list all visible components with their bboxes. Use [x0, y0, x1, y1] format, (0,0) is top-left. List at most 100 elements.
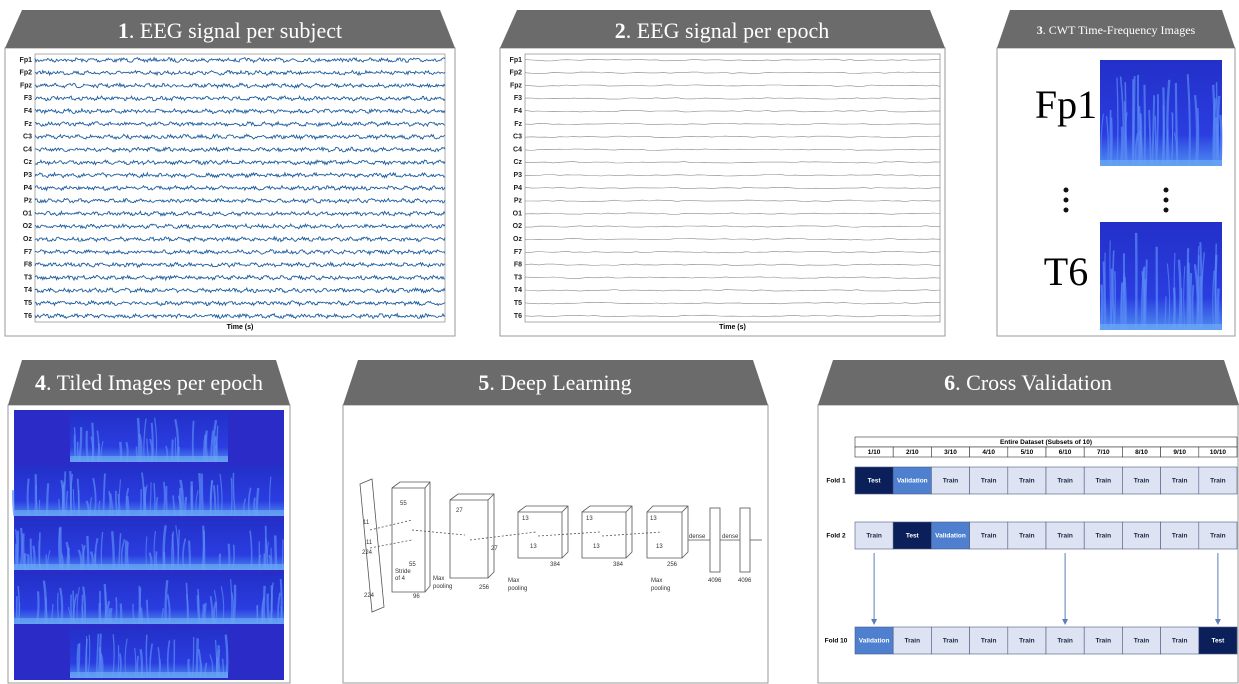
panel-title: 5. Deep Learning [478, 370, 631, 395]
panel-title: 1. EEG signal per subject [118, 18, 342, 43]
spectral-base [14, 564, 284, 570]
cwt-channel: Fp1 [1035, 82, 1097, 127]
cnn-label: 224 [364, 593, 375, 599]
channel-label: O1 [23, 210, 32, 217]
fold-cell-label: Train [1057, 638, 1073, 645]
channel-label: O2 [513, 223, 522, 230]
spectral-streak [1216, 244, 1217, 330]
cnn-label: 55 [409, 562, 416, 568]
panel-label: . Deep Learning [489, 370, 631, 395]
panel-number: 6 [944, 370, 955, 395]
cnn-label: pooling [508, 586, 527, 592]
cnn-label: 384 [550, 562, 561, 568]
subset-label: 7/10 [1097, 449, 1110, 456]
spectral-streak [1218, 288, 1219, 330]
fold-cell-label: Train [1096, 533, 1112, 540]
channel-label: Pz [514, 198, 523, 205]
spectral-streak [1103, 262, 1104, 330]
cnn-label: pooling [651, 586, 670, 592]
channel-label: Cz [23, 159, 32, 166]
channel-label: P3 [23, 172, 32, 179]
channel-label: C4 [23, 146, 32, 153]
spectral-streak [138, 418, 139, 462]
channel-label: P4 [23, 185, 32, 192]
channel-label: F4 [514, 108, 522, 115]
channel-label: F4 [24, 108, 32, 115]
dataset-label: Entire Dataset (Subsets of 10) [1000, 439, 1092, 446]
cnn-label: Max [433, 576, 444, 582]
cnn-label: 224 [362, 550, 373, 556]
channel-label: Fp2 [20, 70, 33, 77]
spectral-streak [64, 471, 65, 516]
cnn-label: 55 [400, 501, 407, 507]
channel-label: O2 [23, 223, 32, 230]
spectral-streak [199, 473, 200, 516]
channel-label: Fp1 [20, 57, 33, 64]
cnn-label: 27 [456, 508, 463, 514]
cnn-label: dense [722, 534, 739, 540]
fold-label: Fold 10 [825, 638, 848, 645]
spectral-streak [281, 579, 282, 624]
panel-number: 5 [478, 370, 489, 395]
spectral-base [1100, 160, 1222, 166]
channel-label: F3 [24, 95, 32, 102]
panel-title: 3. CWT Time-Frequency Images [1037, 23, 1196, 37]
cnn-label: 384 [613, 562, 624, 568]
channel-label: Fpz [510, 82, 523, 89]
fold-cell-label: Train [1057, 478, 1073, 485]
fold-cell-label: Train [943, 478, 959, 485]
fold-cell-label: Train [1134, 638, 1150, 645]
channel-label: C3 [513, 134, 522, 141]
subset-label: 1/10 [868, 449, 881, 456]
figure: 1. EEG signal per subject 2. EEG signal … [0, 0, 1239, 684]
panel-box [5, 48, 455, 336]
fold-label: Fold 2 [826, 533, 846, 540]
fold-cell-label: Train [1096, 478, 1112, 485]
fold-cell-label: Test [906, 533, 920, 540]
channel-label: T4 [24, 287, 32, 294]
fold-cell-label: Train [1134, 533, 1150, 540]
channel-label: T5 [24, 300, 32, 307]
fold-cell-label: Train [981, 478, 997, 485]
panel-title: 4. Tiled Images per epoch [35, 370, 263, 395]
cnn-label: 96 [413, 594, 420, 600]
channel-label: Pz [24, 198, 33, 205]
channel-label: T4 [514, 287, 522, 294]
spectral-streak [1101, 285, 1102, 330]
panel-label: . Tiled Images per epoch [46, 370, 263, 395]
spectral-base [70, 456, 228, 462]
tile-row [70, 628, 228, 678]
panel-number: 2 [615, 18, 626, 43]
panel-label: . EEG signal per epoch [626, 18, 829, 43]
subset-label: 3/10 [944, 449, 957, 456]
fold-cell-label: Train [1057, 533, 1073, 540]
spectral-streak [1124, 253, 1125, 330]
channel-label: Oz [23, 236, 32, 243]
spectral-base [70, 672, 228, 678]
channel-label: F7 [24, 249, 32, 256]
channel-label: Fz [24, 121, 32, 128]
subset-label: 10/10 [1210, 449, 1227, 456]
cnn-label: 11 [363, 520, 370, 526]
channel-label: F8 [514, 262, 522, 269]
spectral-streak [1133, 76, 1134, 166]
subset-label: 8/10 [1135, 449, 1148, 456]
spectral-streak [193, 421, 194, 462]
spectral-streak [21, 528, 22, 570]
subset-label: 5/10 [1021, 449, 1034, 456]
panel-title: 6. Cross Validation [944, 370, 1112, 395]
channel-label: C4 [513, 146, 522, 153]
fold-cell-label: Train [1019, 533, 1035, 540]
fold-cell-label: Train [1210, 533, 1226, 540]
fold-cell-label: Validation [859, 638, 890, 645]
channel-label: Fz [514, 121, 522, 128]
cnn-label: Stride [395, 569, 411, 575]
cnn-label: 256 [479, 585, 490, 591]
spectral-streak [1173, 288, 1174, 330]
cnn-label: 13 [650, 516, 657, 522]
channel-label: P4 [513, 185, 522, 192]
channel-label: C3 [23, 134, 32, 141]
cwt-channel: T6 [1044, 249, 1088, 294]
spectral-streak [1111, 117, 1112, 166]
cnn-label: Max [508, 578, 519, 584]
